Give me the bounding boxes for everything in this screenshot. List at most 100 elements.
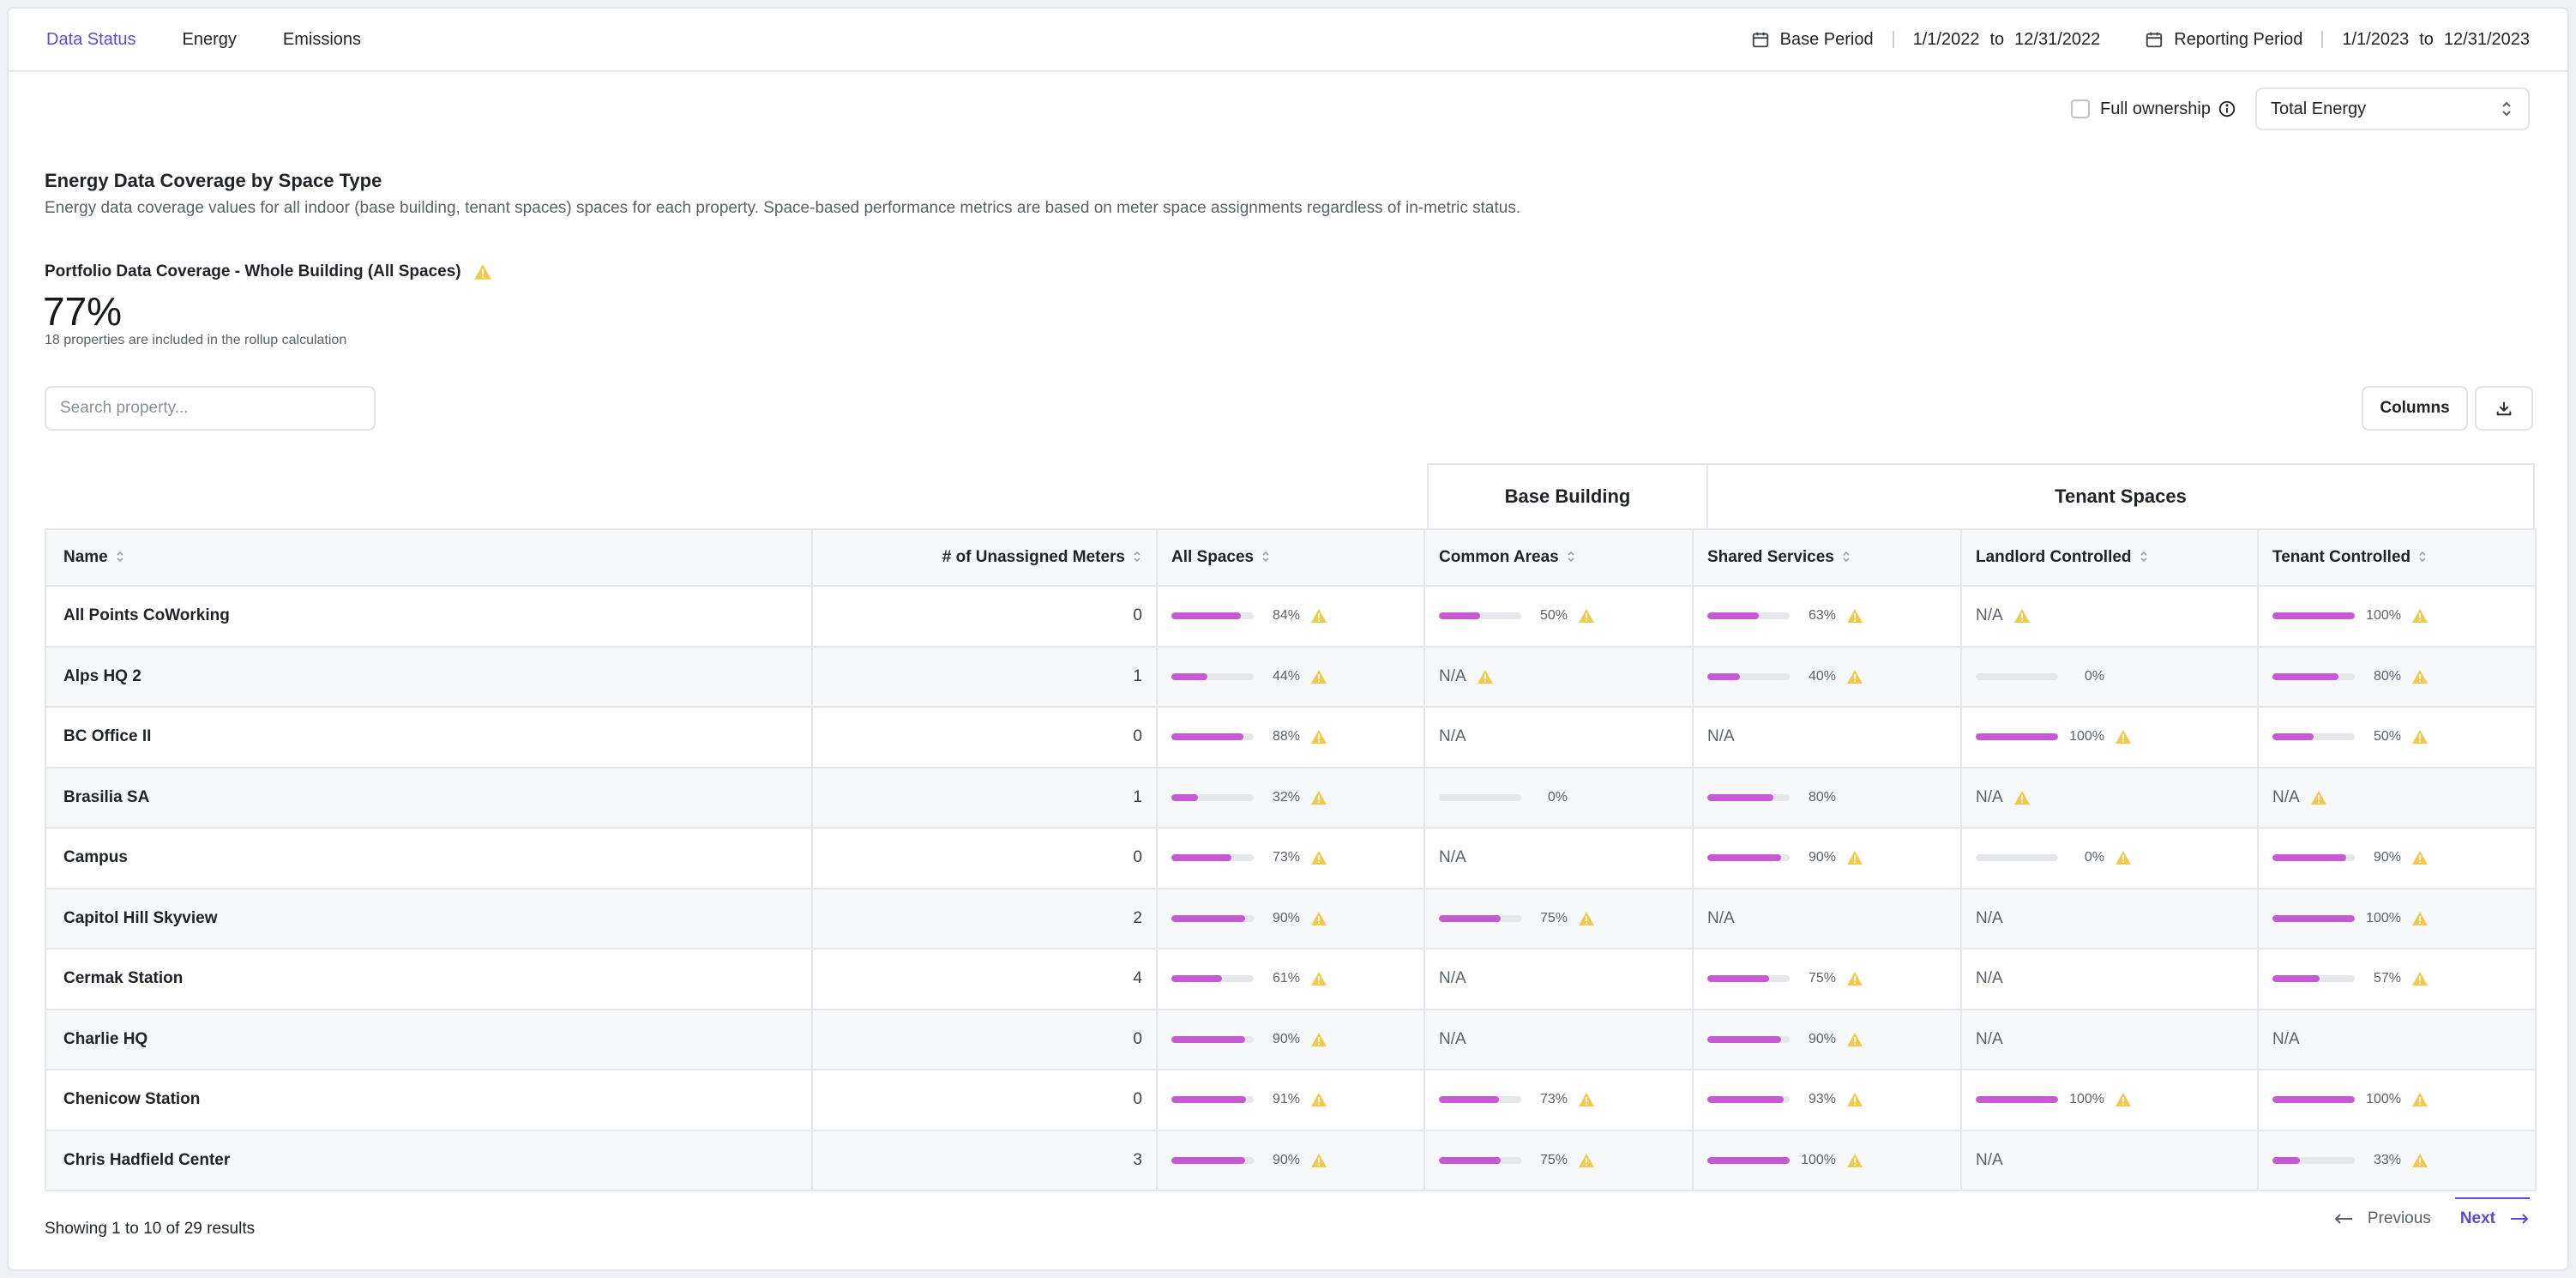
metric-select[interactable]: Total Energy [2255,87,2530,130]
calendar-icon [1752,32,1768,48]
column-header-tenant-controlled[interactable]: Tenant Controlled [2257,528,2537,587]
coverage-cell-tenant-controlled: N/A [2257,1008,2537,1070]
warning-icon [2412,669,2428,684]
coverage-percent: 50% [2373,729,2401,744]
coverage-bar-fill [1707,793,1773,801]
property-name[interactable]: Charlie HQ [45,1008,813,1070]
column-header-unassigned[interactable]: # of Unassigned Meters [811,528,1158,587]
coverage-percent: 80% [2373,668,2401,684]
coverage-percent: 90% [1808,1031,1836,1046]
coverage-bar-fill [1171,1156,1246,1164]
results-showing: Showing [45,1220,107,1238]
next-button[interactable]: Next [2454,1197,2531,1228]
coverage-percent: 0% [2084,668,2104,684]
coverage-bar [1171,1156,1254,1164]
coverage-bar [1439,1096,1521,1104]
na-text: N/A [1707,908,1735,927]
coverage-percent: 100% [1801,1152,1836,1167]
property-name[interactable]: Chris Hadfield Center [45,1129,813,1191]
portfolio-coverage-label: Portfolio Data Coverage - Whole Building… [45,262,492,281]
coverage-bar-fill [1976,1096,2058,1104]
base-period[interactable]: Base Period 1/1/2022 to 12/31/2022 [1751,30,2100,50]
coverage-cell-common-areas: 75% [1423,887,1694,949]
table-row[interactable]: Capitol Hill Skyview 2 90% 75% N/A N/A 100% [45,887,2537,949]
previous-button[interactable]: Previous [2333,1209,2431,1228]
table-row[interactable]: Brasilia SA 1 32% 0% 80% N/A N/A [45,766,2537,829]
table-row[interactable]: Alps HQ 2 1 44% N/A 40% 0% 80% [45,645,2537,708]
coverage-cell-common-areas: 73% [1423,1069,1694,1131]
warning-icon [2412,911,2428,925]
coverage-cell-tenant-controlled: 100% [2257,887,2537,949]
sort-icon [117,551,123,563]
coverage-cell-all-spaces: 73% [1156,827,1425,889]
unassigned-meters: 1 [811,645,1158,708]
table-row[interactable]: BC Office II 0 88% N/A N/A 100% 50% [45,706,2537,769]
coverage-bar-fill [1171,975,1222,983]
column-header-common-areas[interactable]: Common Areas [1423,528,1694,587]
warning-icon [2116,851,2131,865]
column-header-landlord-controlled[interactable]: Landlord Controlled [1960,528,2259,587]
arrow-right-icon [2511,1214,2529,1224]
property-name[interactable]: Brasilia SA [45,766,813,829]
property-name[interactable]: BC Office II [45,706,813,769]
property-name[interactable]: Capitol Hill Skyview [45,887,813,949]
results-to-word: to [125,1220,139,1238]
unassigned-meters: 1 [811,766,1158,829]
coverage-bar [1976,733,2058,741]
column-header-all-spaces[interactable]: All Spaces [1156,528,1425,587]
pagination: Previous Next [2333,1197,2531,1228]
warning-icon [1311,609,1327,624]
coverage-bar [1707,1096,1790,1104]
coverage-percent: 93% [1808,1092,1836,1107]
coverage-bar [1707,793,1790,801]
coverage-percent: 73% [1272,850,1300,865]
info-icon[interactable] [2218,99,2236,118]
coverage-bar-fill [1707,1096,1785,1104]
coverage-bar [1707,1035,1790,1043]
download-button[interactable] [2475,386,2533,431]
coverage-cell-tenant-controlled: 80% [2257,645,2537,708]
coverage-percent: 84% [1272,608,1300,624]
column-header-shared-services[interactable]: Shared Services [1692,528,1962,587]
columns-button[interactable]: Columns [2362,386,2468,431]
chevron-up-down-icon [2502,101,2511,117]
coverage-bar [1976,1096,2058,1104]
table-row[interactable]: Chenicow Station 0 91% 73% 93% 100% 100% [45,1069,2537,1131]
coverage-percent: 75% [1539,1152,1568,1167]
property-name[interactable]: Campus [45,827,813,889]
warning-icon [1311,911,1327,925]
next-label: Next [2459,1209,2495,1227]
tab-data-status[interactable]: Data Status [46,29,136,49]
na-text: N/A [1439,666,1466,685]
tab-emissions[interactable]: Emissions [282,29,362,49]
coverage-cell-shared-services: N/A [1692,887,1962,949]
property-name[interactable]: All Points CoWorking [45,585,813,648]
results-summary: Showing 1 to 10 of 29 results [45,1220,255,1239]
search-input[interactable] [45,386,376,431]
unassigned-meters: 0 [811,827,1158,889]
full-ownership-checkbox[interactable] [2071,99,2091,118]
tab-energy[interactable]: Energy [182,29,237,49]
coverage-bar [1171,914,1254,922]
table-row[interactable]: All Points CoWorking 0 84% 50% 63% N/A 100% [45,585,2537,648]
coverage-percent: 63% [1808,608,1836,624]
coverage-bar-fill [2272,612,2355,620]
coverage-cell-all-spaces: 90% [1156,887,1425,949]
table-row[interactable]: Chris Hadfield Center 3 90% 75% 100% N/A 33% [45,1129,2537,1191]
table-body: All Points CoWorking 0 84% 50% 63% N/A 100% Alp… [45,585,2537,1191]
na-text: N/A [1439,969,1466,988]
column-header-name[interactable]: Name [45,528,813,587]
property-name[interactable]: Chenicow Station [45,1069,813,1131]
table-row[interactable]: Charlie HQ 0 90% N/A 90% N/A N/A [45,1008,2537,1070]
property-name[interactable]: Alps HQ 2 [45,645,813,708]
table-row[interactable]: Campus 0 73% N/A 90% 0% 90% [45,827,2537,889]
coverage-bar [1171,672,1254,680]
coverage-percent: 90% [1272,1152,1300,1167]
property-name[interactable]: Cermak Station [45,948,813,1010]
table-row[interactable]: Cermak Station 4 61% N/A 75% N/A 57% [45,948,2537,1010]
reporting-period[interactable]: Reporting Period 1/1/2023 to 12/31/2023 [2145,30,2530,50]
coverage-bar [1439,612,1521,620]
na-text: N/A [1976,1029,2003,1048]
coverage-percent: 100% [2069,729,2104,744]
coverage-cell-all-spaces: 90% [1156,1129,1425,1191]
